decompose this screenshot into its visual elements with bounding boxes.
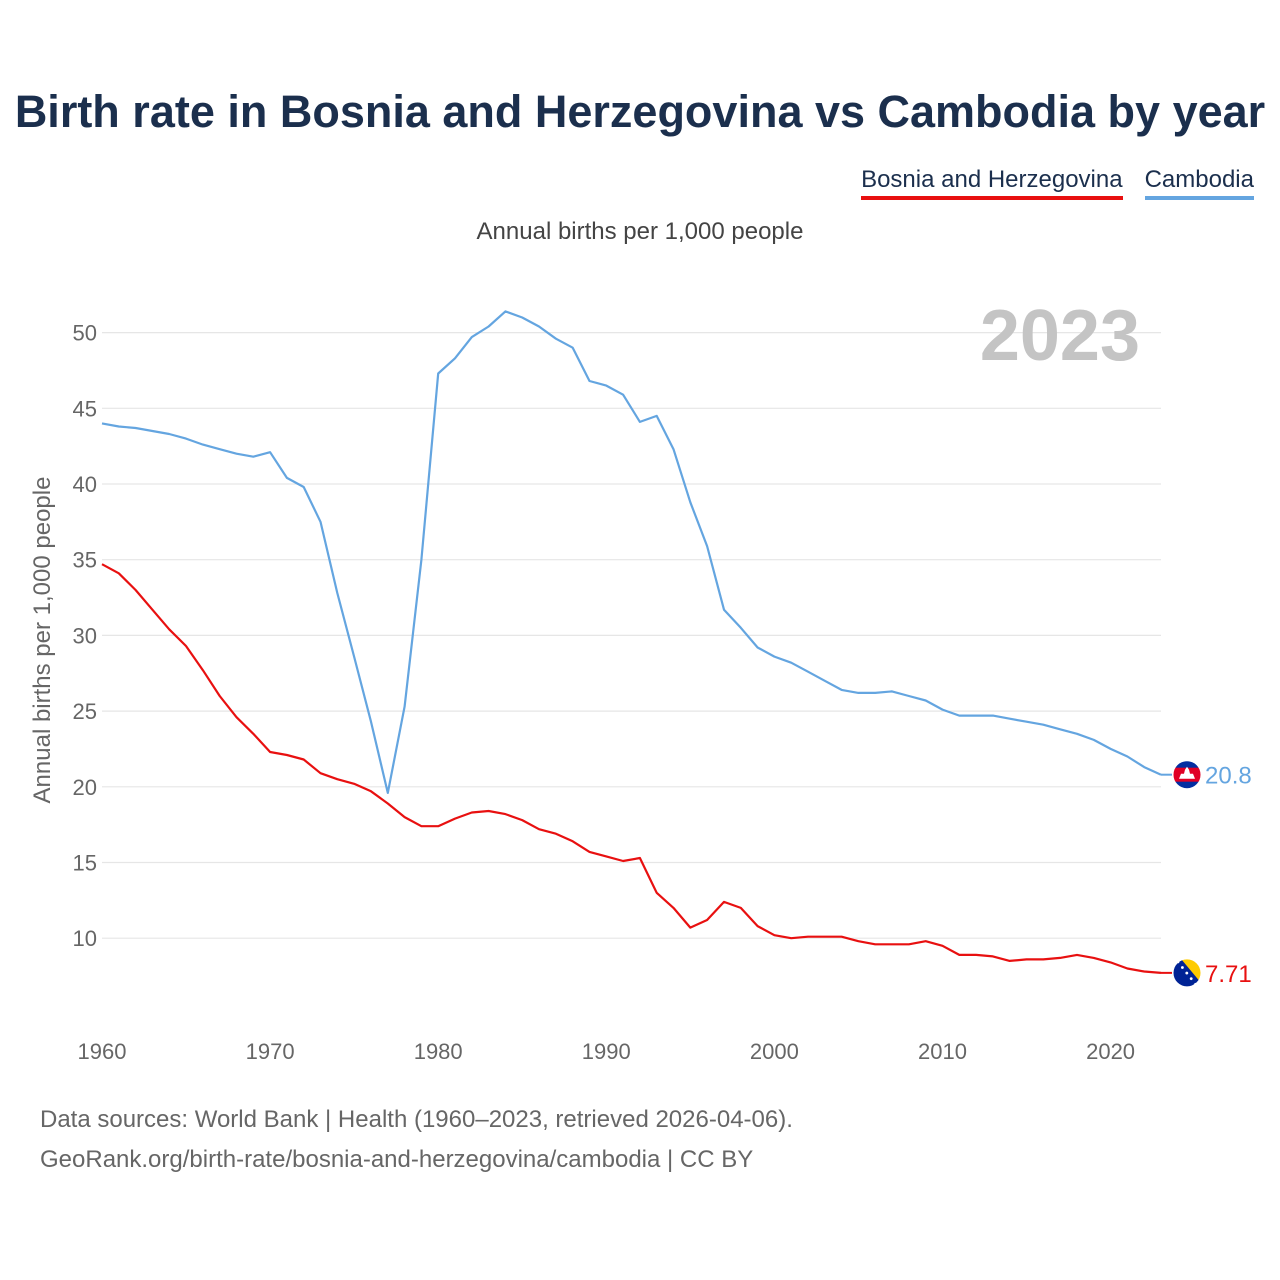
- legend-item-bosnia[interactable]: Bosnia and Herzegovina: [861, 166, 1123, 200]
- legend-item-cambodia[interactable]: Cambodia: [1144, 166, 1254, 200]
- end-value-label-bosnia: 7.71: [1205, 961, 1252, 988]
- cambodia-flag-icon: [1172, 760, 1202, 790]
- y-tick-label: 40: [73, 472, 97, 497]
- end-value-label-cambodia: 20.8: [1205, 763, 1252, 790]
- x-tick-label: 2020: [1086, 1039, 1135, 1064]
- x-tick-label: 1970: [246, 1039, 295, 1064]
- series-line-bosnia: [101, 563, 1162, 974]
- series-lines: [101, 310, 1162, 974]
- legend: Bosnia and Herzegovina Cambodia: [861, 166, 1254, 200]
- x-tick-label: 1990: [582, 1039, 631, 1064]
- source-line-1: Data sources: World Bank | Health (1960–…: [40, 1106, 793, 1133]
- y-tick-label: 20: [73, 775, 97, 800]
- series-line-cambodia: [101, 310, 1162, 795]
- y-tick-label: 25: [73, 699, 97, 724]
- y-tick-label: 50: [73, 321, 97, 346]
- y-tick-label: 35: [73, 548, 97, 573]
- y-tick-label: 15: [73, 851, 97, 876]
- x-axis-ticks: 1960 1970 1980 1990 2000 2010 2020: [78, 1039, 1136, 1064]
- x-tick-label: 2010: [918, 1039, 967, 1064]
- y-axis-ticks: 10 15 20 25 30 35 40 45 50: [73, 321, 97, 952]
- bosnia-flag-icon: [1172, 958, 1202, 988]
- y-axis-label: Annual births per 1,000 people: [29, 477, 56, 804]
- chart-subtitle: Annual births per 1,000 people: [476, 218, 804, 245]
- y-tick-label: 30: [73, 623, 97, 648]
- series-end-markers: 7.71 20.8: [1161, 760, 1252, 988]
- x-tick-label: 1980: [414, 1039, 463, 1064]
- y-tick-label: 45: [73, 396, 97, 421]
- source-line-2[interactable]: GeoRank.org/birth-rate/bosnia-and-herzeg…: [40, 1146, 754, 1173]
- x-tick-label: 1960: [78, 1039, 127, 1064]
- x-tick-label: 2000: [750, 1039, 799, 1064]
- gridlines: [102, 332, 1161, 939]
- y-tick-label: 10: [73, 926, 97, 951]
- year-watermark: 2023: [980, 296, 1140, 376]
- chart-title: Birth rate in Bosnia and Herzegovina vs …: [14, 86, 1266, 137]
